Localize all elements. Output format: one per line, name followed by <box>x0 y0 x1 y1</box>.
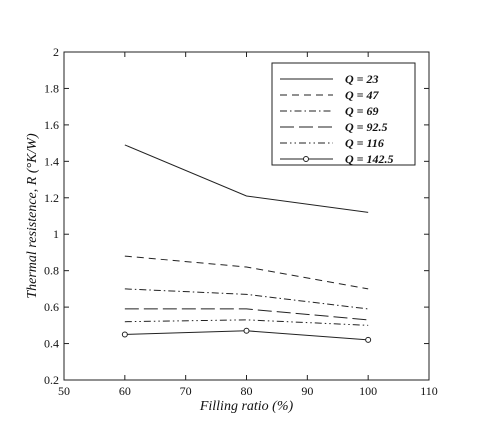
y-tick-label: 0.4 <box>44 337 59 351</box>
legend-label-4: Q = 92.5 <box>345 120 388 134</box>
y-tick-label: 1 <box>53 227 59 241</box>
y-tick-label: 1.8 <box>44 81 59 95</box>
legend: Q = 23 Q = 47 Q = 69 Q = 92.5 Q = 116 Q = 142… <box>271 62 416 166</box>
series-line-3 <box>124 288 369 310</box>
y-ticks: 0.2 0.4 0.6 0.8 1 1.2 1.4 1.6 1.8 2 <box>44 45 429 387</box>
series-point <box>365 336 372 343</box>
x-tick-label: 100 <box>359 384 377 398</box>
legend-box <box>271 62 416 166</box>
x-tick-label: 60 <box>119 384 131 398</box>
legend-label-2: Q = 47 <box>345 88 380 102</box>
y-tick-label: 1.4 <box>44 154 59 168</box>
y-tick-label: 1.2 <box>44 191 59 205</box>
legend-label-6: Q = 142.5 <box>345 152 394 166</box>
series-line-2 <box>124 255 369 290</box>
series-line-1 <box>124 144 369 213</box>
y-tick-label: 2 <box>53 45 59 59</box>
y-tick-label: 0.8 <box>44 264 59 278</box>
series-group <box>121 144 372 343</box>
x-ticks: 50 60 70 80 90 100 110 <box>58 52 438 398</box>
series-point <box>243 327 250 334</box>
y-axis-label: Thermal resistence, R (°K/W) <box>25 133 40 299</box>
x-tick-label: 80 <box>241 384 253 398</box>
legend-label-3: Q = 69 <box>345 104 379 118</box>
series-line-4 <box>124 308 369 321</box>
legend-marker <box>303 156 309 162</box>
x-tick-label: 50 <box>58 384 70 398</box>
legend-label-1: Q = 23 <box>345 72 379 86</box>
x-tick-label: 90 <box>301 384 313 398</box>
series-point <box>121 331 128 338</box>
x-axis-label: Filling ratio (%) <box>199 399 294 414</box>
y-tick-label: 0.2 <box>44 373 59 387</box>
x-tick-label: 70 <box>180 384 192 398</box>
y-tick-label: 1.6 <box>44 118 59 132</box>
series-line-5 <box>124 319 369 326</box>
y-tick-label: 0.6 <box>44 300 59 314</box>
legend-label-5: Q = 116 <box>345 136 384 150</box>
x-tick-label: 110 <box>420 384 438 398</box>
